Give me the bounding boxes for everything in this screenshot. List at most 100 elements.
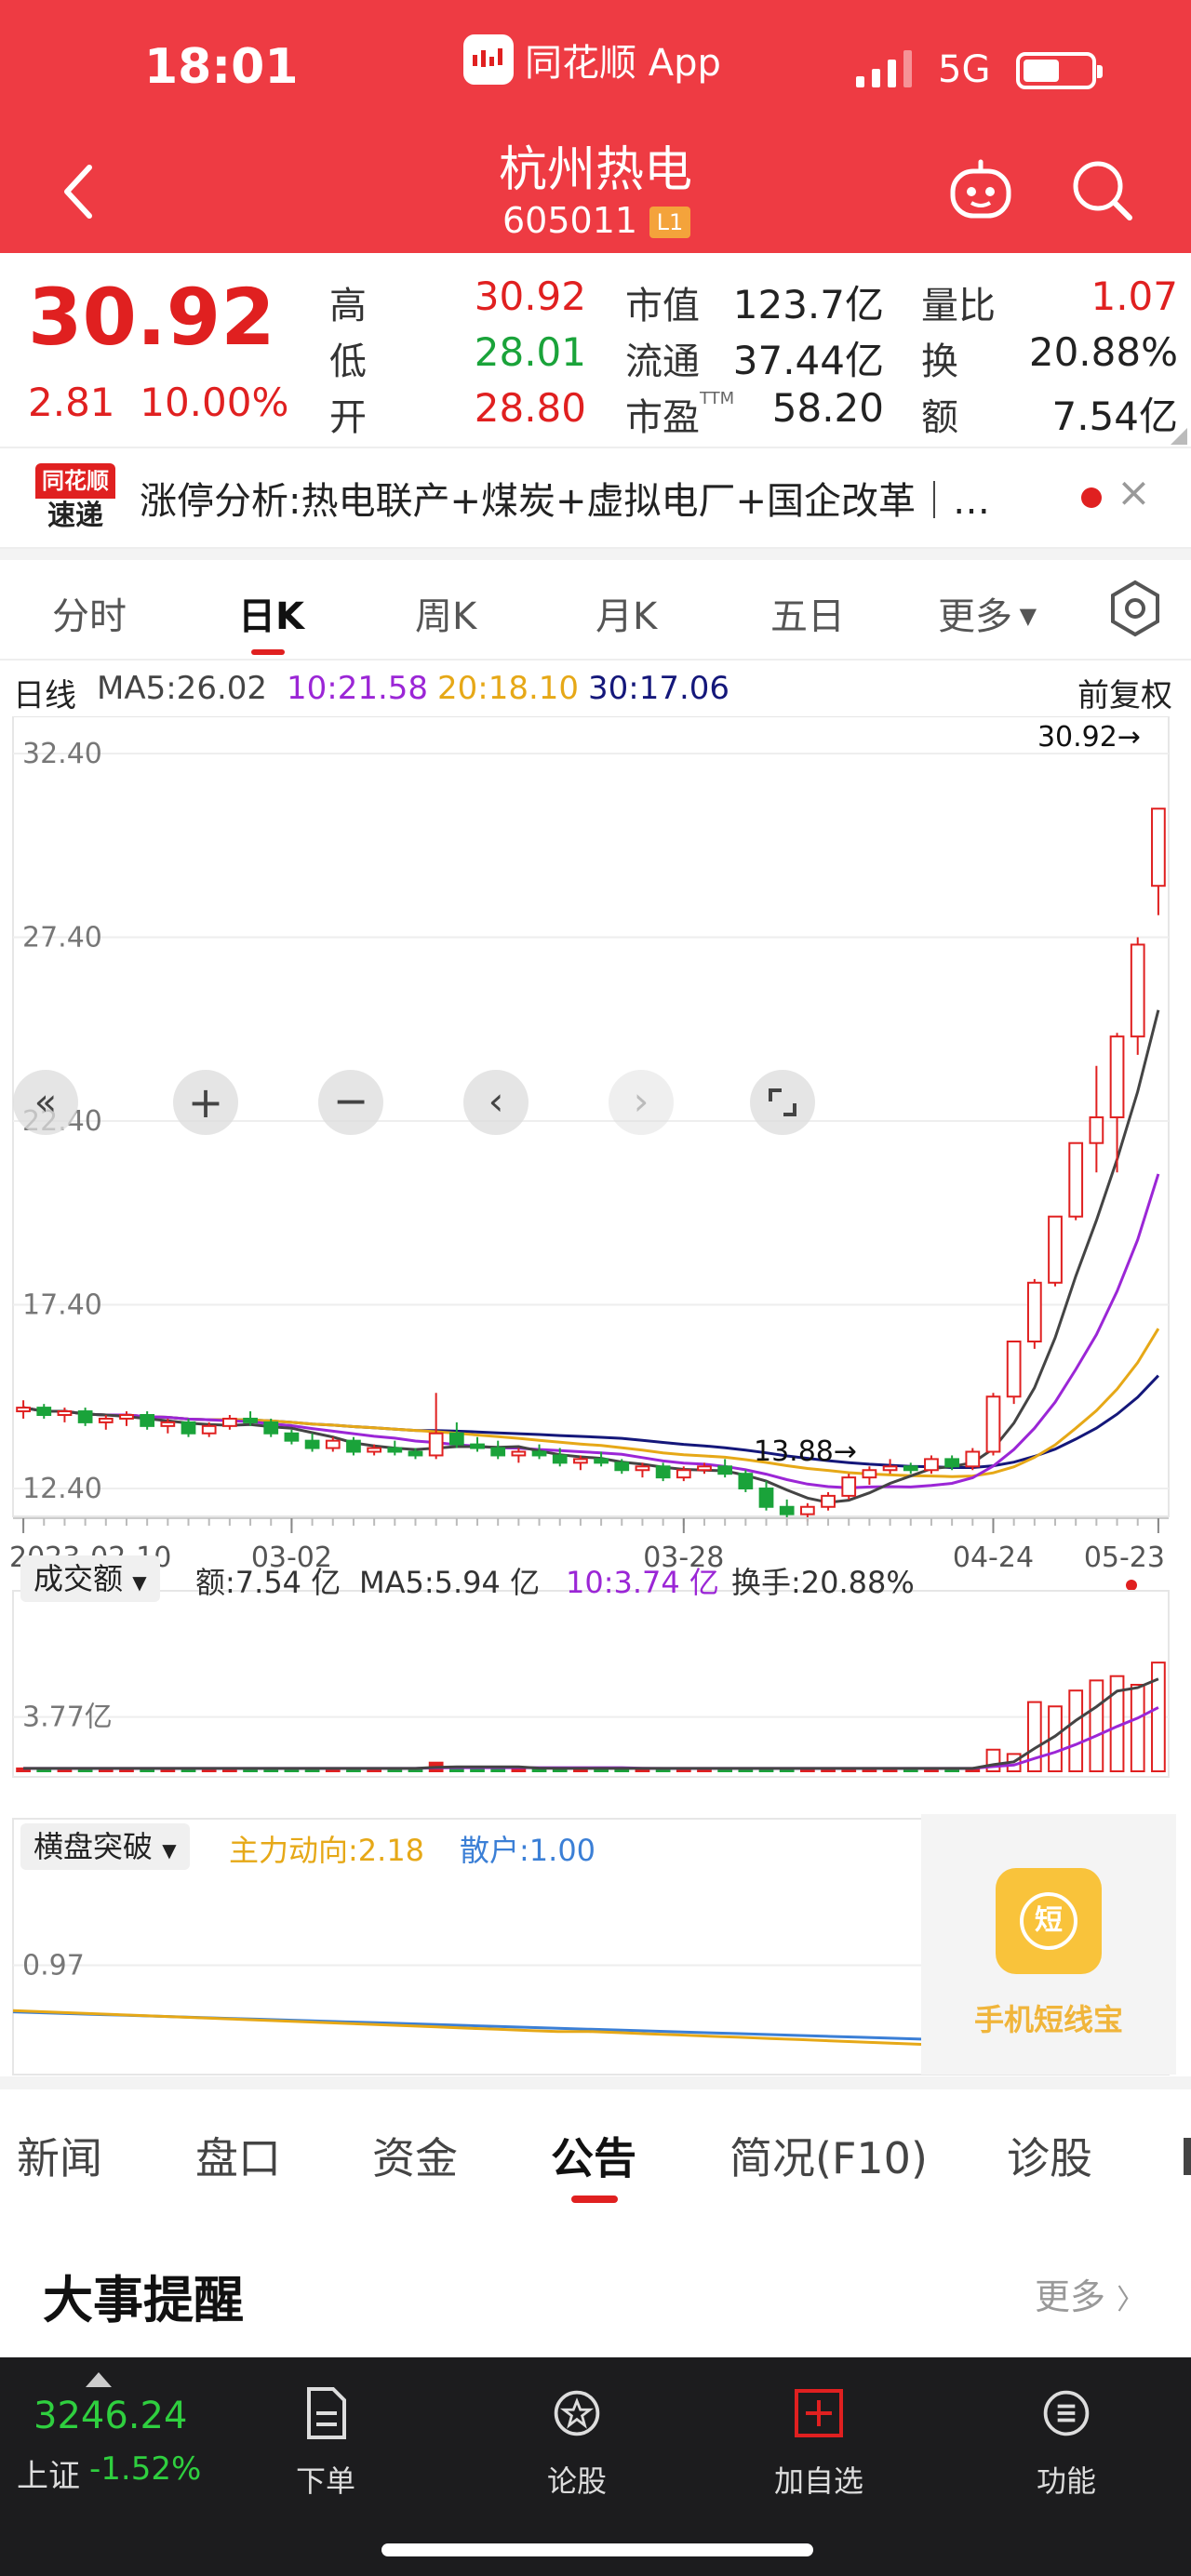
- nav-add-watchlist[interactable]: 加自选: [744, 2385, 893, 2501]
- order-doc-icon: [307, 2387, 346, 2439]
- candle: [1006, 1341, 1022, 1398]
- volume-ma10: 10:3.74 亿: [566, 1565, 719, 1600]
- fullscreen-icon[interactable]: [750, 1070, 815, 1135]
- candle: [243, 1417, 258, 1423]
- ma20-label: 20:18.10: [437, 670, 580, 707]
- candle: [779, 1505, 795, 1515]
- home-indicator[interactable]: [381, 2543, 813, 2556]
- candle: [655, 1465, 671, 1479]
- high-value: 30.92: [474, 274, 586, 319]
- low-label: 低: [329, 340, 367, 383]
- tab-announcements[interactable]: 公告: [551, 2133, 636, 2183]
- events-more-link[interactable]: 更多 〉: [1035, 2276, 1145, 2317]
- market-cap-value: 123.7亿: [732, 282, 884, 327]
- kline-chart[interactable]: 32.4027.4022.4017.4012.4030.92→13.88→202…: [0, 716, 1191, 2084]
- tab-monthly-k[interactable]: 月K: [596, 595, 658, 638]
- tab-capital[interactable]: 资金: [372, 2133, 458, 2183]
- indicator-selector[interactable]: 横盘突破 ▼: [20, 1823, 190, 1870]
- candle: [1109, 1035, 1125, 1119]
- candle: [325, 1439, 341, 1449]
- tab-weekly-k[interactable]: 周K: [415, 595, 477, 638]
- active-tab-indicator: [571, 2196, 618, 2203]
- robot-assistant-icon[interactable]: [945, 158, 1016, 223]
- candle: [160, 1421, 176, 1427]
- tab-diagnosis[interactable]: 诊股: [1007, 2133, 1092, 2183]
- ma5-label: MA5:26.02: [97, 670, 268, 707]
- candle: [387, 1447, 403, 1453]
- tab-news[interactable]: 新闻: [17, 2133, 102, 2183]
- index-value[interactable]: 3246.24: [33, 2395, 188, 2437]
- candle: [428, 1432, 444, 1457]
- nav-order[interactable]: 下单: [251, 2385, 400, 2501]
- candle: [221, 1417, 237, 1427]
- x-tick-label: 03-28: [643, 1542, 724, 1574]
- settings-hexagon-icon[interactable]: [1109, 579, 1161, 638]
- candle: [36, 1407, 52, 1416]
- y-tick-label: 17.40: [22, 1289, 102, 1322]
- scroll-right-icon[interactable]: ›: [609, 1070, 674, 1135]
- active-tab-indicator: [251, 649, 285, 655]
- candle: [903, 1465, 918, 1472]
- news-strip[interactable]: 同花顺 速递 涨停分析:热电联产+煤炭+虚拟电厂+国企改革｜… ×: [0, 450, 1191, 549]
- index-change: -1.52%: [89, 2450, 202, 2488]
- caret-down-icon: ▼: [162, 1839, 177, 1862]
- tab-five-day[interactable]: 五日: [770, 595, 845, 638]
- candle: [77, 1410, 93, 1423]
- turnover-label: 换: [921, 340, 958, 383]
- tab-intraday[interactable]: 分时: [52, 595, 127, 638]
- close-icon[interactable]: ×: [1117, 469, 1151, 516]
- candle: [511, 1450, 527, 1457]
- short-line-promo[interactable]: 短 手机短线宝: [921, 1814, 1176, 2075]
- tab-daily-k[interactable]: 日K: [238, 595, 304, 638]
- events-section: 大事提醒 更多 〉: [0, 2210, 1191, 2357]
- volume-bar: [1026, 1701, 1042, 1772]
- zoom-out-icon[interactable]: −: [318, 1070, 383, 1135]
- candle: [367, 1447, 382, 1453]
- expand-corner-icon[interactable]: [1171, 428, 1187, 445]
- chart-area[interactable]: 日线 MA5:26.02 10:21.58 20:18.10 30:17.06 …: [0, 661, 1191, 2075]
- adjust-mode[interactable]: 前复权: [1077, 677, 1172, 714]
- candle: [944, 1458, 960, 1468]
- news-headline[interactable]: 涨停分析:热电联产+煤炭+虚拟电厂+国企改革｜…: [140, 480, 991, 523]
- volume-bar: [16, 1767, 31, 1773]
- open-value: 28.80: [474, 385, 586, 431]
- divider: [0, 2076, 1191, 2089]
- add-watchlist-icon: [795, 2389, 843, 2437]
- divider: [0, 549, 1191, 560]
- candle: [882, 1465, 898, 1472]
- candle: [758, 1488, 774, 1508]
- candle: [408, 1450, 423, 1457]
- tab-more[interactable]: 更多 ▼: [938, 595, 1037, 638]
- scroll-left-icon[interactable]: ‹: [463, 1070, 529, 1135]
- info-tabs: 新闻 盘口 资金 公告 简况(F10) 诊股: [0, 2089, 1191, 2210]
- volume-selector[interactable]: 成交额 ▼: [20, 1555, 160, 1602]
- candle: [531, 1450, 547, 1457]
- ma10-label: 10:21.58: [287, 670, 429, 707]
- x-tick-label: 03-02: [251, 1542, 332, 1574]
- status-time: 18:01: [144, 39, 299, 95]
- candle: [1026, 1281, 1042, 1342]
- zoom-in-icon[interactable]: +: [173, 1070, 238, 1135]
- nav-functions[interactable]: 功能: [992, 2385, 1141, 2501]
- low-value: 28.01: [474, 329, 586, 375]
- candle: [1151, 808, 1166, 888]
- caret-down-icon: ▼: [1012, 603, 1037, 629]
- candle: [614, 1462, 630, 1472]
- volume-turnover: 换手:20.88%: [731, 1565, 915, 1600]
- forum-star-icon: [554, 2390, 600, 2436]
- candle: [965, 1450, 981, 1468]
- tab-profile-f10[interactable]: 简况(F10): [729, 2133, 928, 2183]
- short-line-icon: 短: [996, 1868, 1102, 1974]
- market-cap-label: 市值: [625, 285, 700, 327]
- app-name: 同花顺 App: [525, 42, 721, 85]
- volume-ma5-line: [23, 1677, 1159, 1770]
- candle: [697, 1465, 712, 1472]
- nav-forum[interactable]: 论股: [502, 2385, 651, 2501]
- volume-bar: [1089, 1679, 1104, 1772]
- scroll-far-left-icon[interactable]: «: [13, 1070, 78, 1135]
- search-icon[interactable]: [1070, 158, 1135, 223]
- back-icon[interactable]: [58, 162, 99, 221]
- candle: [16, 1407, 31, 1413]
- volume-bar: [1151, 1662, 1166, 1773]
- tab-order-book[interactable]: 盘口: [195, 2133, 281, 2183]
